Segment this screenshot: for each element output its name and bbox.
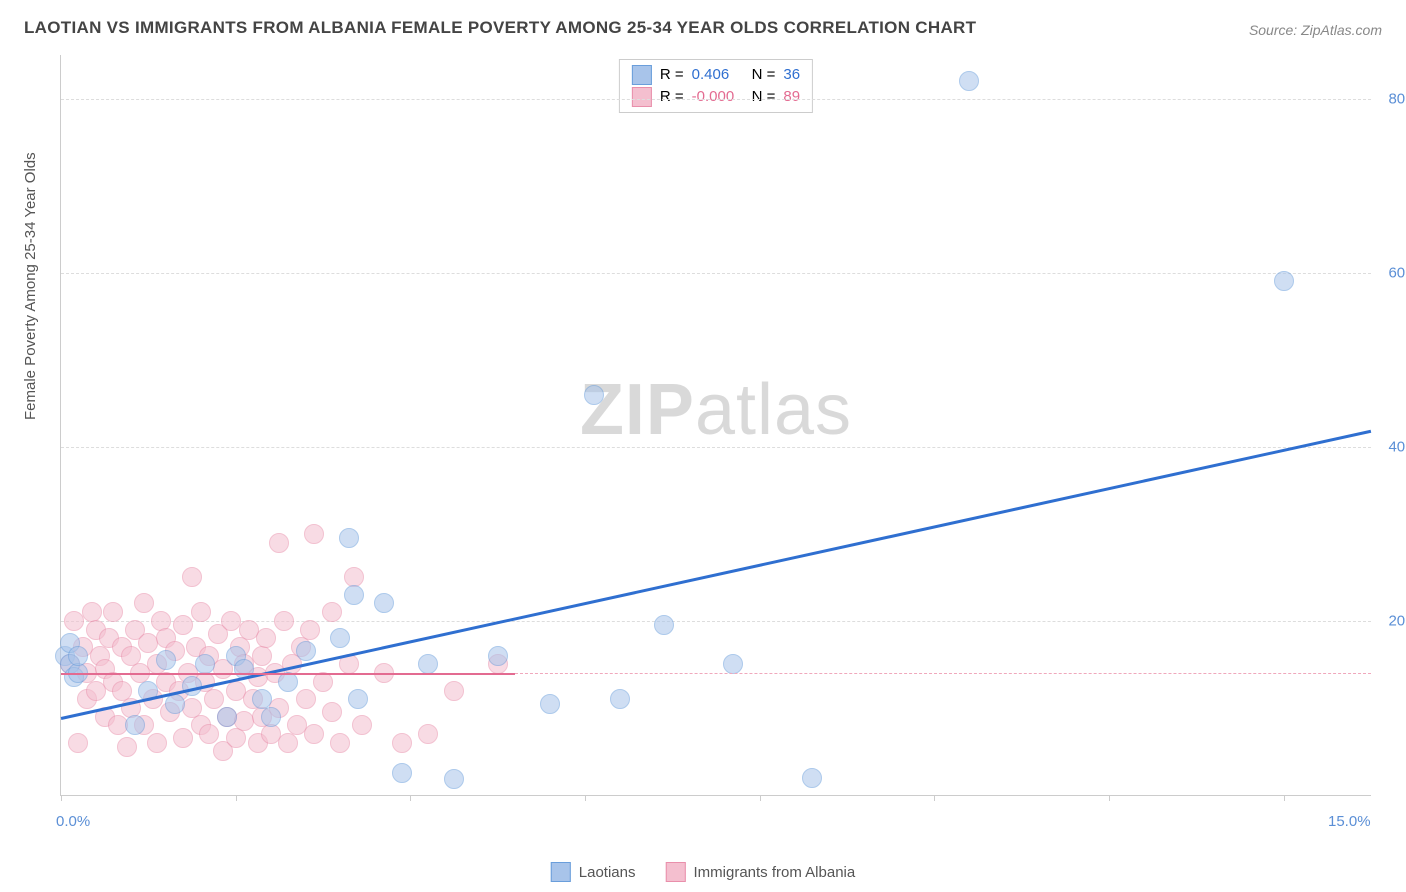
legend-item-albania: Immigrants from Albania bbox=[665, 862, 855, 882]
data-point bbox=[418, 724, 438, 744]
n-value-albania: 89 bbox=[783, 86, 800, 108]
r-value-laotians: 0.406 bbox=[692, 64, 744, 86]
x-tick-label-min: 0.0% bbox=[56, 813, 90, 830]
x-tick bbox=[410, 795, 411, 801]
data-point bbox=[330, 628, 350, 648]
data-point bbox=[147, 733, 167, 753]
n-value-laotians: 36 bbox=[783, 64, 800, 86]
data-point bbox=[278, 733, 298, 753]
data-point bbox=[269, 533, 289, 553]
data-point bbox=[117, 737, 137, 757]
y-tick-label: 60.0% bbox=[1376, 264, 1406, 281]
data-point bbox=[304, 724, 324, 744]
data-point bbox=[296, 689, 316, 709]
data-point bbox=[217, 707, 237, 727]
chart-title: LAOTIAN VS IMMIGRANTS FROM ALBANIA FEMAL… bbox=[24, 18, 976, 38]
swatch-laotians-bottom bbox=[551, 862, 571, 882]
data-point bbox=[125, 715, 145, 735]
data-point bbox=[584, 385, 604, 405]
data-point bbox=[418, 654, 438, 674]
data-point bbox=[959, 71, 979, 91]
x-tick bbox=[585, 795, 586, 801]
data-point bbox=[802, 768, 822, 788]
data-point bbox=[610, 689, 630, 709]
data-point bbox=[374, 593, 394, 613]
gridline bbox=[61, 621, 1371, 622]
data-point bbox=[261, 707, 281, 727]
x-tick-label-max: 15.0% bbox=[1328, 813, 1371, 830]
data-point bbox=[330, 733, 350, 753]
data-point bbox=[274, 611, 294, 631]
data-point bbox=[344, 585, 364, 605]
data-point bbox=[252, 646, 272, 666]
data-point bbox=[304, 524, 324, 544]
data-point bbox=[392, 733, 412, 753]
swatch-laotians bbox=[632, 65, 652, 85]
data-point bbox=[296, 641, 316, 661]
data-point bbox=[103, 602, 123, 622]
gridline bbox=[61, 447, 1371, 448]
data-point bbox=[256, 628, 276, 648]
data-point bbox=[352, 715, 372, 735]
data-point bbox=[322, 602, 342, 622]
x-tick bbox=[1109, 795, 1110, 801]
trend-line bbox=[61, 673, 515, 675]
data-point bbox=[488, 646, 508, 666]
trend-line-dashed bbox=[515, 673, 1371, 674]
data-point bbox=[540, 694, 560, 714]
x-tick bbox=[61, 795, 62, 801]
plot-area: ZIPatlas R = 0.406 N = 36 R = -0.000 N =… bbox=[60, 55, 1371, 796]
x-tick bbox=[236, 795, 237, 801]
data-point bbox=[226, 728, 246, 748]
y-tick-label: 20.0% bbox=[1376, 612, 1406, 629]
gridline bbox=[61, 99, 1371, 100]
legend-row-laotians: R = 0.406 N = 36 bbox=[632, 64, 800, 86]
source-label: Source: ZipAtlas.com bbox=[1249, 22, 1382, 38]
data-point bbox=[444, 681, 464, 701]
data-point bbox=[173, 728, 193, 748]
swatch-albania bbox=[632, 87, 652, 107]
y-tick-label: 80.0% bbox=[1376, 90, 1406, 107]
data-point bbox=[173, 615, 193, 635]
trend-line bbox=[61, 429, 1372, 719]
data-point bbox=[191, 602, 211, 622]
data-point bbox=[1274, 271, 1294, 291]
data-point bbox=[322, 702, 342, 722]
data-point bbox=[165, 694, 185, 714]
r-value-albania: -0.000 bbox=[692, 86, 744, 108]
watermark: ZIPatlas bbox=[580, 369, 852, 451]
legend-correlation: R = 0.406 N = 36 R = -0.000 N = 89 bbox=[619, 59, 813, 113]
legend-item-laotians: Laotians bbox=[551, 862, 636, 882]
gridline bbox=[61, 273, 1371, 274]
data-point bbox=[204, 689, 224, 709]
data-point bbox=[182, 567, 202, 587]
legend-row-albania: R = -0.000 N = 89 bbox=[632, 86, 800, 108]
y-axis-label: Female Poverty Among 25-34 Year Olds bbox=[22, 152, 39, 420]
x-tick bbox=[934, 795, 935, 801]
data-point bbox=[68, 646, 88, 666]
data-point bbox=[392, 763, 412, 783]
y-tick-label: 40.0% bbox=[1376, 438, 1406, 455]
data-point bbox=[199, 724, 219, 744]
data-point bbox=[444, 769, 464, 789]
data-point bbox=[195, 654, 215, 674]
data-point bbox=[68, 733, 88, 753]
data-point bbox=[654, 615, 674, 635]
legend-series: Laotians Immigrants from Albania bbox=[551, 862, 855, 882]
data-point bbox=[723, 654, 743, 674]
x-tick bbox=[760, 795, 761, 801]
swatch-albania-bottom bbox=[665, 862, 685, 882]
data-point bbox=[134, 593, 154, 613]
data-point bbox=[156, 650, 176, 670]
data-point bbox=[339, 528, 359, 548]
data-point bbox=[348, 689, 368, 709]
x-tick bbox=[1284, 795, 1285, 801]
data-point bbox=[300, 620, 320, 640]
